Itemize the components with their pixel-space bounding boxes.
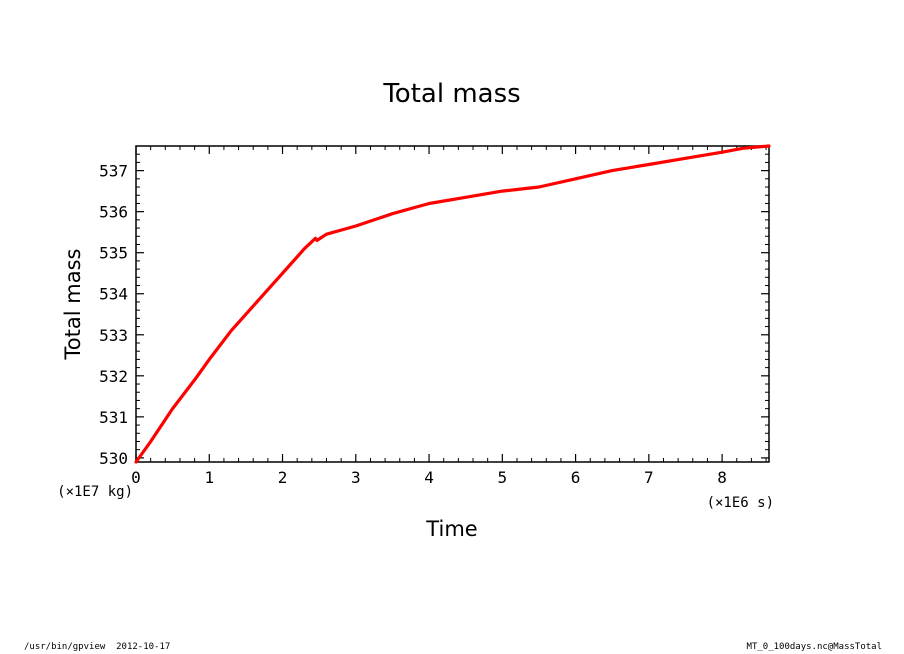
series-line-0 (134, 144, 771, 464)
x-tick-label: 6 (571, 468, 581, 487)
x-tick-label: 2 (278, 468, 288, 487)
x-tick-label: 0 (131, 468, 141, 487)
ticks: 0 1 2 3 4 5 6 7 8 530 531 532 533 534 535 536 537 (99, 145, 769, 487)
y-tick-label: 530 (99, 449, 128, 468)
x-tick-label: 5 (497, 468, 507, 487)
y-tick-label: 531 (99, 408, 128, 427)
y-unit-label: (×1E7 kg) (57, 484, 133, 500)
series-group (134, 144, 771, 464)
x-tick-label: 7 (644, 468, 654, 487)
plot-frame (135, 145, 770, 463)
y-tick-label: 535 (99, 244, 128, 263)
x-tick-label: 8 (717, 468, 727, 487)
chart-title: Total mass (382, 79, 520, 109)
axes (135, 145, 770, 463)
footer-right: MT_0_100days.nc@MassTotal (746, 642, 882, 652)
y-tick-label: 533 (99, 326, 128, 345)
x-tick-label: 3 (351, 468, 361, 487)
x-unit-label: (×1E6 s) (707, 495, 774, 511)
y-axis-label: Total mass (61, 249, 85, 361)
x-tick-label: 4 (424, 468, 434, 487)
x-tick-label: 1 (204, 468, 214, 487)
y-tick-label: 537 (99, 162, 128, 181)
y-tick-label: 534 (99, 285, 128, 304)
footer-left: /usr/bin/gpview 2012-10-17 (24, 642, 171, 652)
x-axis-label: Time (425, 517, 477, 541)
y-tick-label: 532 (99, 367, 128, 386)
y-tick-label: 536 (99, 203, 128, 222)
